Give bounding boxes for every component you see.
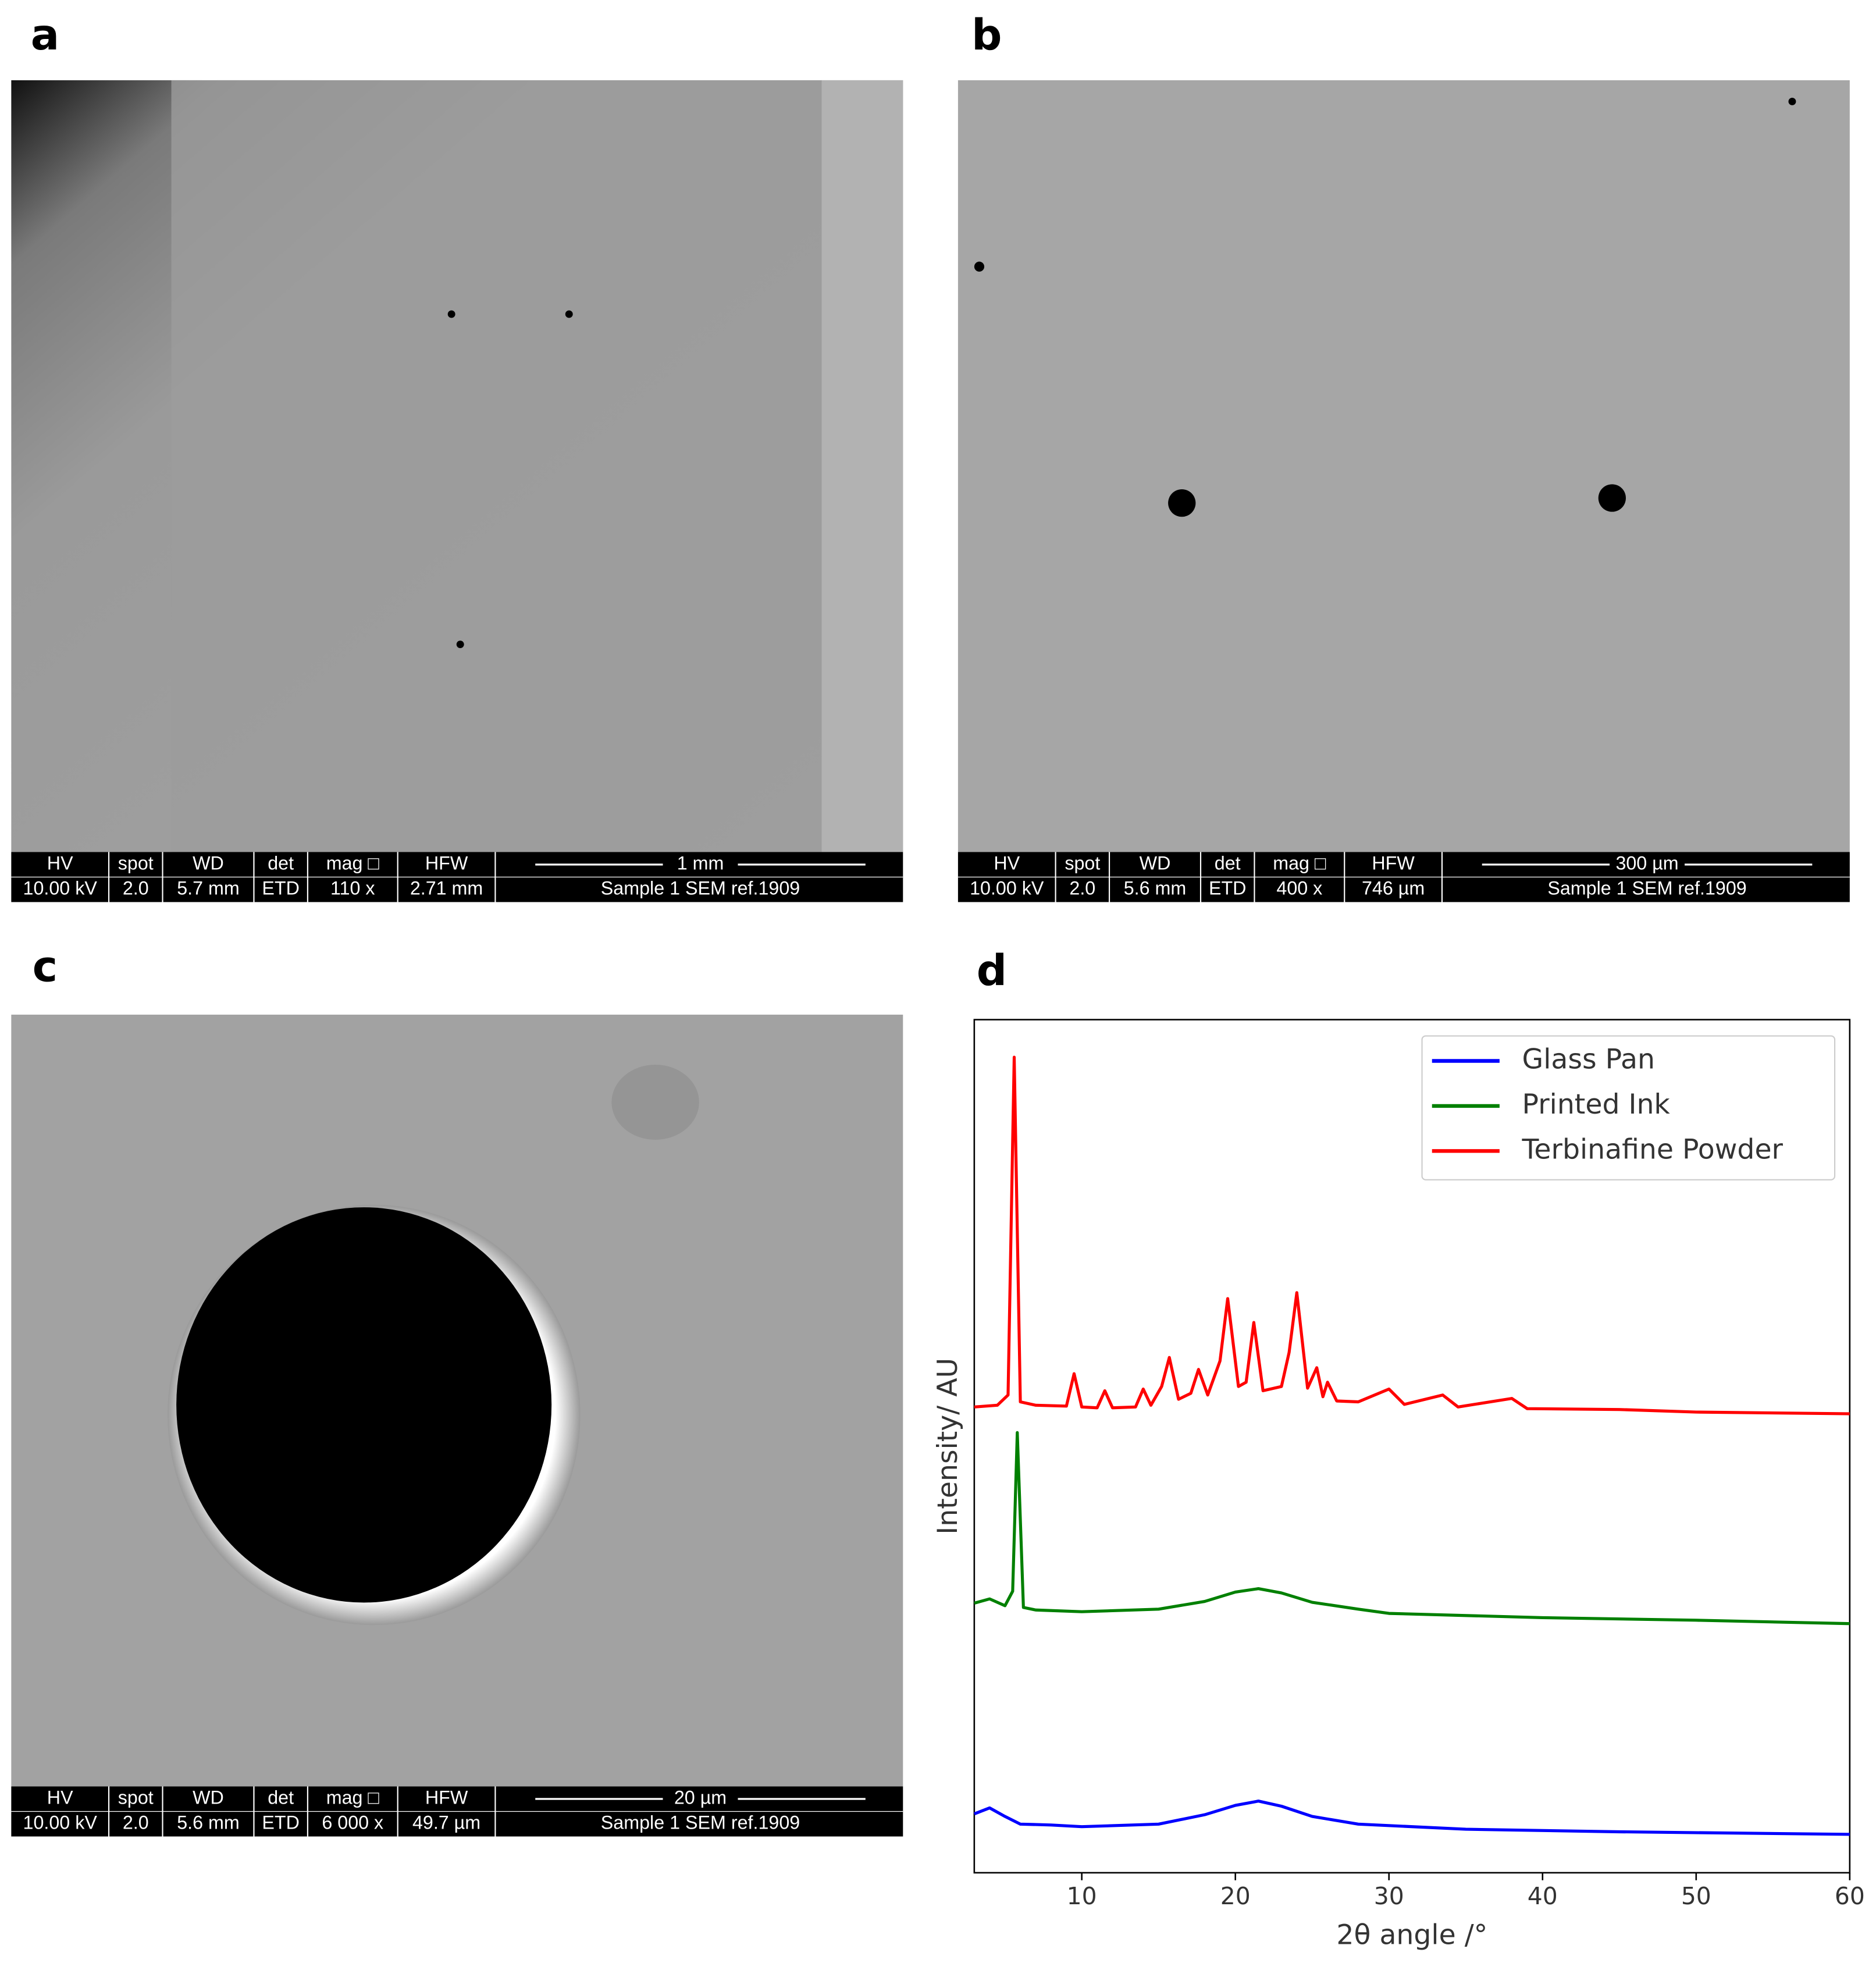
- pore: [176, 1207, 552, 1603]
- sample-label: Sample 1 SEM ref.1909: [1547, 877, 1746, 898]
- info-value: 5.6 mm: [1124, 877, 1187, 898]
- sem-band: [171, 80, 822, 852]
- pore: [1598, 484, 1626, 512]
- info-value: 110 x: [330, 877, 375, 898]
- panel-label: b: [971, 10, 1002, 60]
- info-value: 400 x: [1276, 877, 1322, 898]
- x-tick-label: 60: [1835, 1882, 1865, 1910]
- info-value: 2.0: [123, 1812, 149, 1833]
- series-line: [974, 1431, 1850, 1626]
- info-header: HV: [994, 852, 1020, 873]
- info-value: 5.6 mm: [177, 1812, 240, 1833]
- info-header: det: [268, 852, 294, 873]
- info-header: spot: [118, 1787, 154, 1808]
- x-tick-label: 20: [1220, 1882, 1251, 1910]
- panel-label: d: [977, 946, 1007, 995]
- info-header: mag □: [326, 852, 380, 873]
- info-value: 5.7 mm: [177, 877, 240, 898]
- pore: [447, 310, 455, 318]
- pore: [1788, 98, 1796, 105]
- info-value: 49.7 µm: [412, 1812, 480, 1833]
- scale-label: 20 µm: [674, 1787, 727, 1808]
- info-header: WD: [1140, 852, 1171, 873]
- scale-label-bg: [1610, 854, 1685, 875]
- info-header: HV: [47, 1787, 73, 1808]
- info-header: mag □: [326, 1787, 380, 1808]
- info-header: det: [268, 1787, 294, 1808]
- legend-label: Glass Pan: [1522, 1044, 1655, 1076]
- info-header: WD: [193, 852, 224, 873]
- x-tick-label: 40: [1528, 1882, 1558, 1910]
- series-line: [973, 1800, 1850, 1836]
- scale-label: 300 µm: [1615, 852, 1678, 873]
- x-tick-label: 10: [1067, 1882, 1097, 1910]
- info-value: 10.00 kV: [23, 877, 98, 898]
- info-header: WD: [193, 1787, 224, 1808]
- info-header: spot: [118, 852, 154, 873]
- info-header: HV: [47, 852, 73, 873]
- info-header: spot: [1065, 852, 1100, 873]
- x-tick-label: 30: [1374, 1882, 1404, 1910]
- info-value: ETD: [1209, 877, 1247, 898]
- info-value: 746 µm: [1362, 877, 1425, 898]
- pore: [456, 641, 464, 649]
- info-value: 2.0: [1069, 877, 1095, 898]
- sample-label: Sample 1 SEM ref.1909: [601, 877, 800, 898]
- legend-label: Printed Ink: [1522, 1089, 1671, 1121]
- sample-label: Sample 1 SEM ref.1909: [601, 1812, 800, 1833]
- scale-label-bg: [663, 1788, 738, 1809]
- panel-label: a: [31, 10, 59, 60]
- info-value: 10.00 kV: [23, 1812, 98, 1833]
- info-value: 10.00 kV: [970, 877, 1044, 898]
- x-tick-label: 50: [1681, 1882, 1711, 1910]
- y-axis-label: Intensity/ AU: [932, 1358, 964, 1535]
- info-header: HFW: [425, 852, 468, 873]
- sem-feature: [611, 1064, 699, 1140]
- info-value: ETD: [262, 877, 300, 898]
- legend-box: [1421, 1035, 1836, 1180]
- sem-band: [821, 80, 903, 852]
- x-axis-label: 2θ angle /°: [1336, 1919, 1487, 1951]
- pore: [974, 261, 985, 272]
- info-header: HFW: [425, 1787, 468, 1808]
- info-header: HFW: [1372, 852, 1415, 873]
- series-line: [974, 1055, 1850, 1416]
- scale-label-bg: [663, 854, 738, 875]
- info-header: mag □: [1273, 852, 1326, 873]
- sem-image: [957, 80, 1850, 852]
- panel-label: c: [33, 943, 58, 992]
- info-value: 2.0: [123, 877, 149, 898]
- legend-label: Terbinafine Powder: [1522, 1133, 1784, 1165]
- info-header: det: [1215, 852, 1241, 873]
- pore: [1168, 489, 1196, 517]
- info-value: ETD: [262, 1812, 300, 1833]
- info-value: 2.71 mm: [410, 877, 483, 898]
- info-value: 6 000 x: [322, 1812, 383, 1833]
- pore: [565, 310, 573, 318]
- scale-label: 1 mm: [677, 852, 724, 873]
- plot-frame: [973, 1019, 1851, 1874]
